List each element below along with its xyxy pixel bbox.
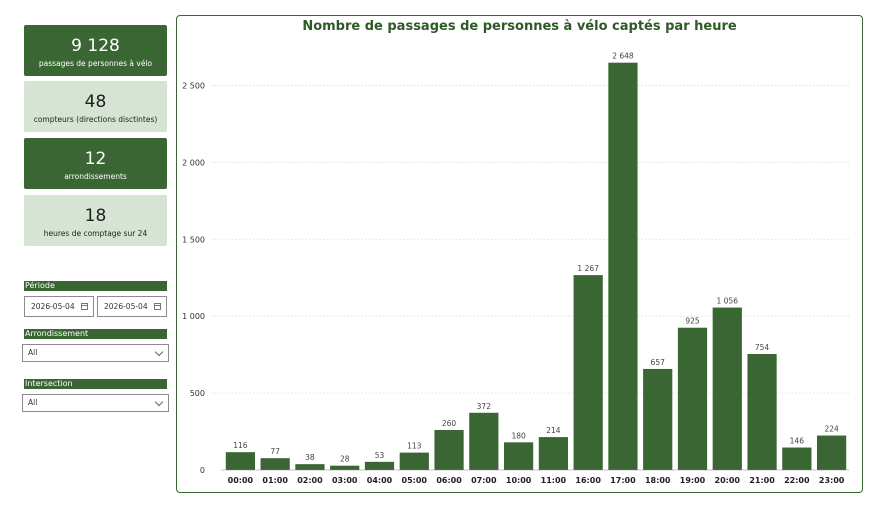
kpi-card-passages: 9 128 passages de personnes à vélo <box>24 25 167 76</box>
x-tick-label: 04:00 <box>367 476 393 485</box>
y-tick-label: 0 <box>200 466 205 475</box>
kpi-value: 9 128 <box>71 36 120 56</box>
arrondissement-filter-title: Arrondissement <box>24 329 167 339</box>
kpi-value: 48 <box>84 92 107 112</box>
data-label: 28 <box>340 455 350 464</box>
x-tick-label: 00:00 <box>228 476 254 485</box>
arrondissement-selected: All <box>28 348 38 357</box>
x-tick-label: 11:00 <box>541 476 567 485</box>
kpi-card-heures: 18 heures de comptage sur 24 <box>24 195 167 246</box>
data-label: 657 <box>651 358 666 367</box>
bar[interactable] <box>608 62 638 470</box>
x-tick-label: 02:00 <box>297 476 323 485</box>
bar[interactable] <box>225 452 255 470</box>
kpi-label: compteurs (directions disctintes) <box>33 115 158 124</box>
data-label: 77 <box>270 447 280 456</box>
bar[interactable] <box>330 465 360 470</box>
x-tick-label: 03:00 <box>332 476 358 485</box>
data-label: 925 <box>685 317 700 326</box>
data-label: 214 <box>546 426 561 435</box>
y-tick-label: 1 500 <box>182 235 205 244</box>
x-tick-label: 05:00 <box>402 476 428 485</box>
x-tick-label: 06:00 <box>436 476 462 485</box>
bar[interactable] <box>399 452 429 470</box>
intersection-selected: All <box>28 398 38 407</box>
bar[interactable] <box>712 307 742 470</box>
y-tick-label: 500 <box>190 389 205 398</box>
chevron-down-icon <box>154 347 164 357</box>
start-date-input[interactable]: 2026-05-04 <box>24 296 94 317</box>
y-tick-label: 1 000 <box>182 312 205 321</box>
bar[interactable] <box>573 275 603 470</box>
data-label: 372 <box>477 402 492 411</box>
x-tick-label: 07:00 <box>471 476 497 485</box>
x-tick-label: 21:00 <box>749 476 775 485</box>
bar[interactable] <box>538 437 568 470</box>
start-date-value: 2026-05-04 <box>31 302 75 311</box>
bar[interactable] <box>434 430 464 470</box>
kpi-label: heures de comptage sur 24 <box>43 229 148 238</box>
arrondissement-dropdown[interactable]: All <box>22 344 169 362</box>
kpi-label: arrondissements <box>64 172 127 181</box>
bar[interactable] <box>469 412 499 470</box>
x-tick-label: 22:00 <box>784 476 810 485</box>
bar[interactable] <box>747 354 777 470</box>
data-label: 224 <box>824 425 839 434</box>
x-tick-label: 17:00 <box>610 476 636 485</box>
y-tick-label: 2 500 <box>182 81 205 90</box>
data-label: 1 056 <box>717 297 739 306</box>
bar[interactable] <box>782 447 812 470</box>
y-tick-label: 2 000 <box>182 158 205 167</box>
calendar-icon[interactable] <box>81 303 88 310</box>
x-tick-label: 23:00 <box>819 476 845 485</box>
bar[interactable] <box>677 327 708 470</box>
data-label: 2 648 <box>612 52 634 61</box>
data-label: 53 <box>375 451 385 460</box>
bar[interactable] <box>295 464 325 470</box>
x-tick-label: 20:00 <box>715 476 741 485</box>
bar[interactable] <box>643 368 673 470</box>
data-label: 1 267 <box>577 264 599 273</box>
bar[interactable] <box>817 435 847 470</box>
calendar-icon[interactable] <box>154 303 161 310</box>
bar[interactable] <box>504 442 534 470</box>
intersection-dropdown[interactable]: All <box>22 394 169 412</box>
x-tick-label: 10:00 <box>506 476 532 485</box>
kpi-card-compteurs: 48 compteurs (directions disctintes) <box>24 81 167 132</box>
data-label: 180 <box>511 431 526 440</box>
chart-panel: Nombre de passages de personnes à vélo c… <box>176 15 863 493</box>
data-label: 38 <box>305 453 315 462</box>
bar[interactable] <box>260 458 290 470</box>
chevron-down-icon <box>154 397 164 407</box>
x-tick-label: 19:00 <box>680 476 706 485</box>
chart-title: Nombre de passages de personnes à vélo c… <box>302 19 737 34</box>
bar-chart: 0 500 1 000 1 500 2 000 2 500 116 00:00 77 01:00 3… <box>182 52 849 485</box>
intersection-filter-title: Intersection <box>24 379 167 389</box>
data-label: 260 <box>442 419 457 428</box>
data-label: 146 <box>790 437 805 446</box>
data-label: 113 <box>407 442 422 451</box>
kpi-value: 18 <box>84 206 107 226</box>
x-tick-label: 16:00 <box>575 476 601 485</box>
bar[interactable] <box>364 461 395 470</box>
x-tick-label: 01:00 <box>262 476 288 485</box>
x-tick-label: 18:00 <box>645 476 671 485</box>
kpi-label: passages de personnes à vélo <box>38 59 153 68</box>
end-date-value: 2026-05-04 <box>104 302 148 311</box>
kpi-card-arrondissements: 12 arrondissements <box>24 138 167 189</box>
periode-filter-title: Période <box>24 281 167 291</box>
end-date-input[interactable]: 2026-05-04 <box>97 296 167 317</box>
data-label: 754 <box>755 343 770 352</box>
data-label: 116 <box>233 441 248 450</box>
kpi-value: 12 <box>84 149 107 169</box>
